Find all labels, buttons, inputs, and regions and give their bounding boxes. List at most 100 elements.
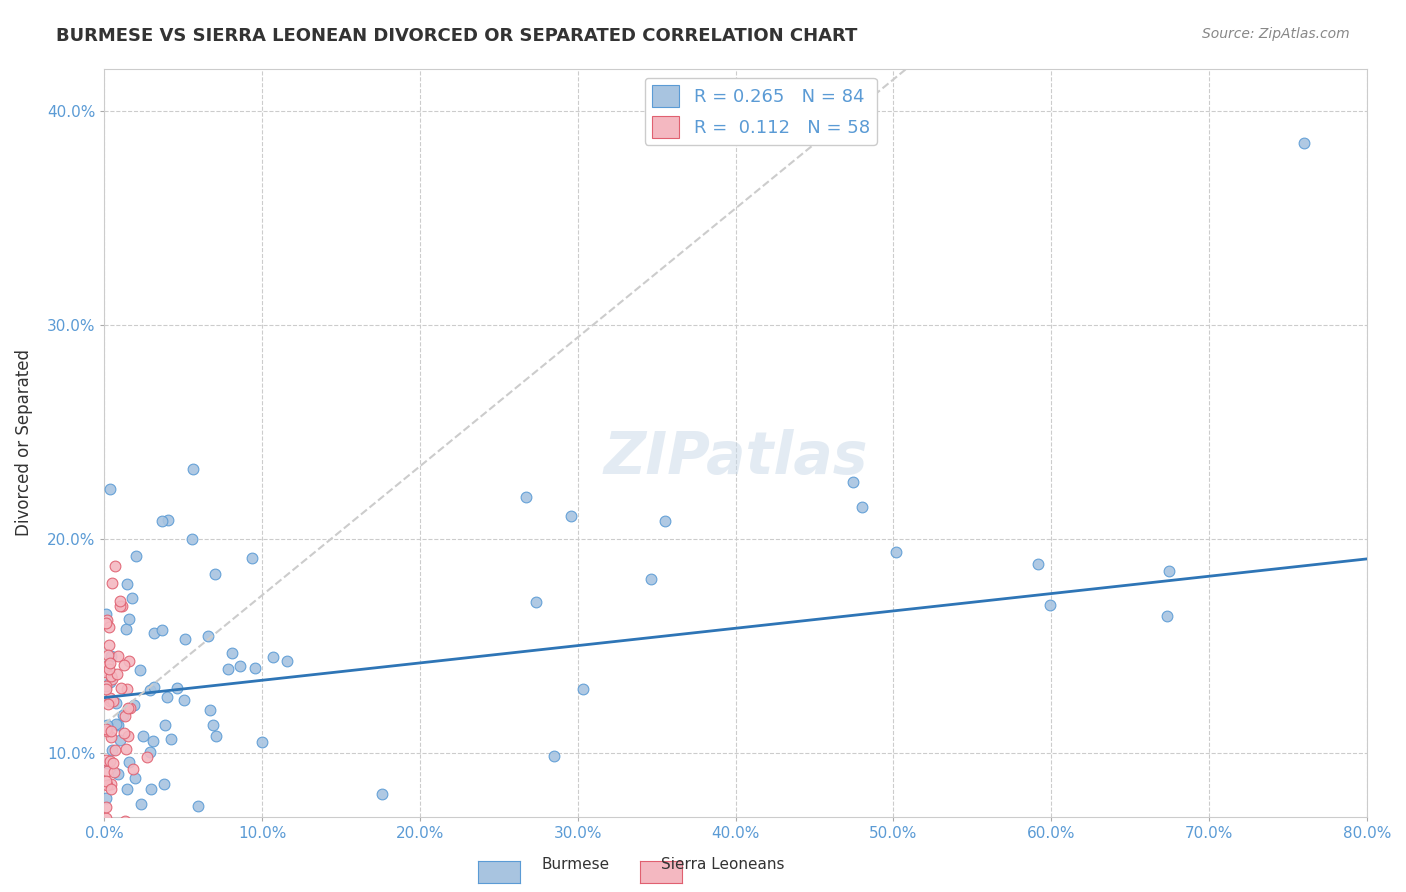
Point xyxy=(103,831,125,846)
Point xyxy=(94,822,117,836)
Point xyxy=(98,675,121,690)
Point xyxy=(96,613,118,627)
Point xyxy=(198,703,221,717)
Point xyxy=(94,681,117,696)
Point xyxy=(104,743,127,757)
Point xyxy=(174,632,197,647)
Point xyxy=(110,599,132,614)
Point xyxy=(150,514,173,528)
Point xyxy=(166,681,188,696)
Point xyxy=(94,680,117,694)
Point xyxy=(262,650,284,665)
Point xyxy=(94,723,117,737)
Point xyxy=(851,500,873,514)
Point xyxy=(543,749,565,764)
Point xyxy=(114,709,136,723)
Point xyxy=(100,648,122,663)
Point xyxy=(181,462,204,476)
Point xyxy=(107,649,129,664)
Point xyxy=(118,831,141,846)
Point xyxy=(111,708,134,723)
Point xyxy=(138,683,160,698)
Point xyxy=(370,787,392,801)
Point xyxy=(276,654,298,668)
Point xyxy=(101,576,124,591)
Point xyxy=(98,754,121,768)
Point xyxy=(287,831,309,846)
Text: ZIPatlas: ZIPatlas xyxy=(603,429,868,486)
Point xyxy=(110,599,132,614)
Point xyxy=(94,665,117,680)
Point xyxy=(97,648,120,662)
Point xyxy=(94,607,117,621)
Point xyxy=(114,814,136,828)
Point xyxy=(94,823,117,838)
Point xyxy=(180,532,202,546)
Text: Burmese: Burmese xyxy=(541,857,609,872)
Text: Source: ZipAtlas.com: Source: ZipAtlas.com xyxy=(1202,27,1350,41)
Point xyxy=(197,629,219,643)
Point xyxy=(201,831,224,846)
Point xyxy=(221,646,243,660)
Text: Sierra Leoneans: Sierra Leoneans xyxy=(661,857,785,872)
Point xyxy=(136,831,159,846)
Point xyxy=(98,662,121,676)
Point xyxy=(155,690,177,705)
Point xyxy=(204,730,226,744)
Point xyxy=(107,767,129,781)
Point xyxy=(202,718,225,732)
Point xyxy=(104,821,127,835)
Point xyxy=(886,545,908,559)
Point xyxy=(114,742,136,756)
Point xyxy=(94,799,117,814)
Point xyxy=(139,745,162,759)
Point xyxy=(103,764,125,779)
Y-axis label: Divorced or Separated: Divorced or Separated xyxy=(15,350,32,536)
Point xyxy=(104,696,127,710)
Point xyxy=(229,658,252,673)
Point xyxy=(842,475,865,489)
Point xyxy=(101,743,124,757)
Point xyxy=(132,729,155,743)
Point xyxy=(107,718,129,732)
Point xyxy=(110,732,132,747)
Point xyxy=(100,730,122,744)
Point xyxy=(115,622,138,636)
Point xyxy=(103,756,125,770)
Point xyxy=(152,623,174,637)
Point xyxy=(572,682,595,697)
Point xyxy=(165,831,187,846)
Point xyxy=(100,723,122,738)
Point xyxy=(100,656,122,670)
Point xyxy=(96,764,118,779)
Point xyxy=(118,701,141,715)
Point xyxy=(142,734,165,748)
Point xyxy=(149,831,172,846)
Point xyxy=(156,513,179,527)
Point xyxy=(136,750,159,764)
Point xyxy=(112,658,135,673)
Point xyxy=(124,824,146,838)
Point xyxy=(104,558,127,573)
Point xyxy=(98,691,121,706)
Point xyxy=(96,615,118,630)
Point xyxy=(98,619,121,633)
Point xyxy=(129,797,152,811)
Point xyxy=(94,811,117,825)
Point xyxy=(105,716,128,731)
Point xyxy=(250,735,273,749)
Point xyxy=(110,681,132,696)
Point xyxy=(560,508,582,523)
Point xyxy=(153,718,176,732)
Point xyxy=(117,701,139,715)
Point xyxy=(94,753,117,767)
Point xyxy=(142,626,165,640)
Point xyxy=(96,756,118,770)
Point xyxy=(204,567,226,582)
Point xyxy=(96,724,118,739)
Point xyxy=(112,726,135,740)
Point xyxy=(100,482,122,496)
Point xyxy=(122,698,145,712)
Point xyxy=(139,782,162,797)
Point xyxy=(107,667,129,681)
